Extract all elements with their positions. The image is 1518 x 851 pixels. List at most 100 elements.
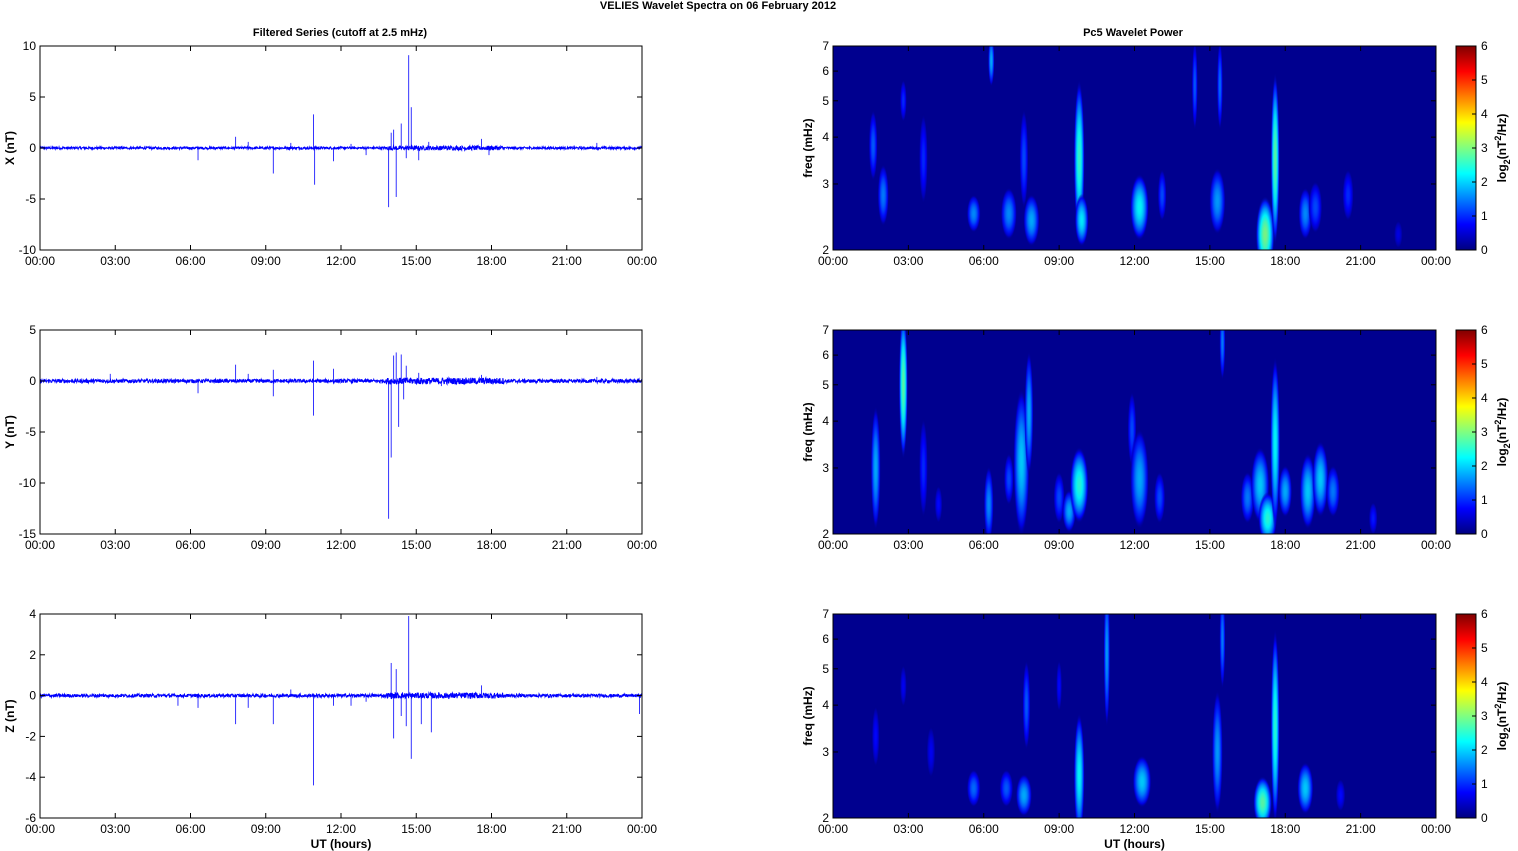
series-line [39,691,643,700]
y-tick-label: -10 [19,476,37,490]
series-line [39,375,643,386]
colorbar-label-part: log [1495,164,1509,182]
x-tick-label: 00:00 [818,822,848,836]
power-blob [1053,471,1065,525]
colorbar-tick-label: 0 [1481,243,1488,257]
x-tick-label: 12:00 [1119,538,1149,552]
power-blob [1153,471,1166,525]
x-tick-label: 00:00 [1421,254,1451,268]
power-blob [999,769,1014,808]
power-blob [983,465,994,534]
y-axis-label: freq (mHz) [801,118,815,177]
colorbar-label-part: log [1495,732,1509,750]
colorbar-label-part: /Hz) [1495,114,1509,136]
x-tick-label: 21:00 [552,822,582,836]
colorbar-tick-label: 6 [1481,323,1488,337]
y-tick-label: 2 [822,243,829,257]
power-blob [1253,776,1273,818]
power-blob [1255,195,1275,250]
heatmap-panel-wz: 2 3 4 5 6 7 freq (mHz) 00:00 03:00 06:00 09:00 12:0… [801,607,1451,851]
power-blob [1132,755,1152,809]
y-tick-label: -15 [19,527,37,541]
x-tick-label: 00:00 [627,254,657,268]
figure-title: VELIES Wavelet Spectra on 06 February 20… [600,0,836,12]
x-tick-label: 21:00 [1346,538,1376,552]
colorbar-label-part: /Hz) [1495,398,1509,420]
colorbar-tick-label: 2 [1481,743,1488,757]
y-tick-label: 0 [29,141,36,155]
x-tick-label: 00:00 [1421,822,1451,836]
power-blob [1024,349,1034,477]
x-tick-label: 21:00 [1346,822,1376,836]
x-tick-label: 00:00 [627,822,657,836]
x-tick-label: 09:00 [1044,254,1074,268]
power-blob [966,769,981,808]
colorbar-label-sub: 2 [1502,159,1512,164]
power-blob [934,485,943,524]
y-axis-label: X (nT) [3,131,17,165]
power-blob [898,330,908,461]
x-tick-label: 06:00 [969,538,999,552]
x-tick-label: 00:00 [818,538,848,552]
colorbar-tick-label: 2 [1481,459,1488,473]
power-blob [1270,71,1280,247]
x-tick-label: 21:00 [1346,254,1376,268]
x-tick-label: 00:00 [1421,538,1451,552]
colorbar-tick-label: 4 [1481,107,1488,121]
x-tick-label: 18:00 [476,822,506,836]
plot-area [40,330,642,534]
power-blob [871,705,880,768]
y-tick-label: 7 [822,607,829,621]
line-panel-x: 10 5 0 -5 -10 X (nT) 00:00 03:00 06:00 09:00 12:00… [3,39,657,268]
x-tick-label: 21:00 [552,254,582,268]
left-column-title: Filtered Series (cutoff at 2.5 mHz) [253,27,428,39]
x-tick-label: 09:00 [1044,822,1074,836]
colorbar-tick-label: 6 [1481,607,1488,621]
power-blob [1000,187,1018,241]
heatmap-panel-wx: 2 3 4 5 6 7 freq (mHz) 00:00 03:00 06:00 09:00 12:0… [801,39,1451,268]
colorbar-tick-label: 2 [1481,175,1488,189]
y-tick-label: -5 [25,425,36,439]
y-tick-label: 3 [822,745,829,759]
power-blob [1191,46,1198,132]
x-tick-label: 12:00 [1119,254,1149,268]
x-tick-label: 06:00 [175,254,205,268]
power-blob [870,404,881,532]
line-panel-z: 4 2 0 -2 -4 -6 Z (nT) 00:00 03:00 06:00 09:00 12:00… [3,607,657,851]
power-blob [1368,501,1378,534]
power-blob [877,163,890,227]
colorbar-tick-label: 1 [1481,209,1488,223]
x-tick-label: 15:00 [401,254,431,268]
colorbar-label-part: (nT [1495,708,1509,727]
colorbar-label: log2(nT2/Hz) [1493,398,1512,467]
y-tick-label: -4 [25,770,36,784]
y-tick-label: 5 [822,662,829,676]
x-tick-label: 03:00 [100,254,130,268]
x-tick-label: 09:00 [1044,538,1074,552]
y-tick-label: 0 [29,689,36,703]
y-tick-label: -6 [25,811,36,825]
x-tick-label: 09:00 [251,538,281,552]
x-tick-label: 03:00 [893,538,923,552]
y-tick-label: 3 [822,461,829,475]
power-blob [1211,688,1223,816]
power-blob [1219,330,1226,381]
y-tick-label: 10 [23,39,37,53]
y-axis-label: Z (nT) [3,699,17,732]
power-blob [1073,712,1085,818]
y-tick-label: 2 [822,527,829,541]
y-tick-label: 6 [822,348,829,362]
y-tick-label: -2 [25,729,36,743]
colorbar-tick-label: 0 [1481,811,1488,825]
y-tick-label: 4 [29,607,36,621]
y-axis-label: freq (mHz) [801,402,815,461]
x-tick-label: 15:00 [1195,254,1225,268]
colorbar-tick-label: 1 [1481,493,1488,507]
power-blob [1129,173,1150,242]
heatmap-cells [833,330,1436,534]
colorbar-label: log2(nT2/Hz) [1493,114,1512,183]
x-tick-label: 18:00 [1270,822,1300,836]
power-blob [926,725,936,779]
